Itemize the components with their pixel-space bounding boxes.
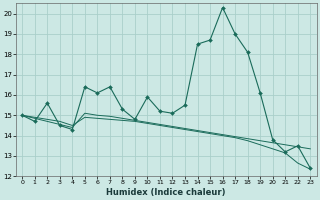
X-axis label: Humidex (Indice chaleur): Humidex (Indice chaleur) [107, 188, 226, 197]
